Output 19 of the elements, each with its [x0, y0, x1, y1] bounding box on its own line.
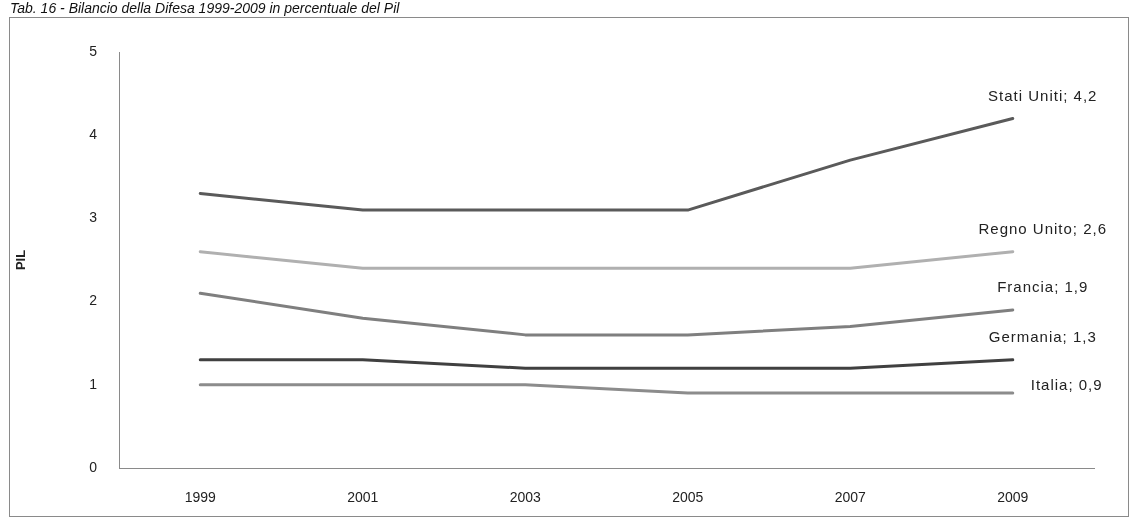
y-axis-title: PIL	[13, 249, 29, 271]
annotation: Stati Uniti; 4,2	[988, 86, 1098, 104]
x-tick-label: 1999	[184, 489, 217, 506]
y-tick-label: 0	[89, 458, 98, 475]
annotation: Francia; 1,9	[997, 278, 1089, 296]
y-tick-label: 2	[89, 292, 98, 309]
x-tick-label: 2003	[509, 489, 542, 506]
y-tick-label: 4	[89, 126, 98, 143]
y-tick-label: 3	[89, 209, 98, 226]
chart-title: Tab. 16 - Bilancio della Difesa 1999-2009 in percentuale del Pil	[10, 0, 400, 16]
annotation: Italia; 0,9	[1030, 376, 1103, 394]
x-tick-label: 2001	[347, 489, 379, 506]
x-tick-label: 2005	[672, 489, 704, 506]
x-tick-label: 2009	[997, 489, 1029, 506]
y-tick-label: 5	[89, 42, 98, 59]
annotation: Germania; 1,3	[988, 327, 1097, 345]
x-tick-label: 2007	[834, 489, 867, 506]
y-tick-label: 1	[89, 375, 98, 392]
annotation: Regno Unito; 2,6	[978, 219, 1108, 237]
